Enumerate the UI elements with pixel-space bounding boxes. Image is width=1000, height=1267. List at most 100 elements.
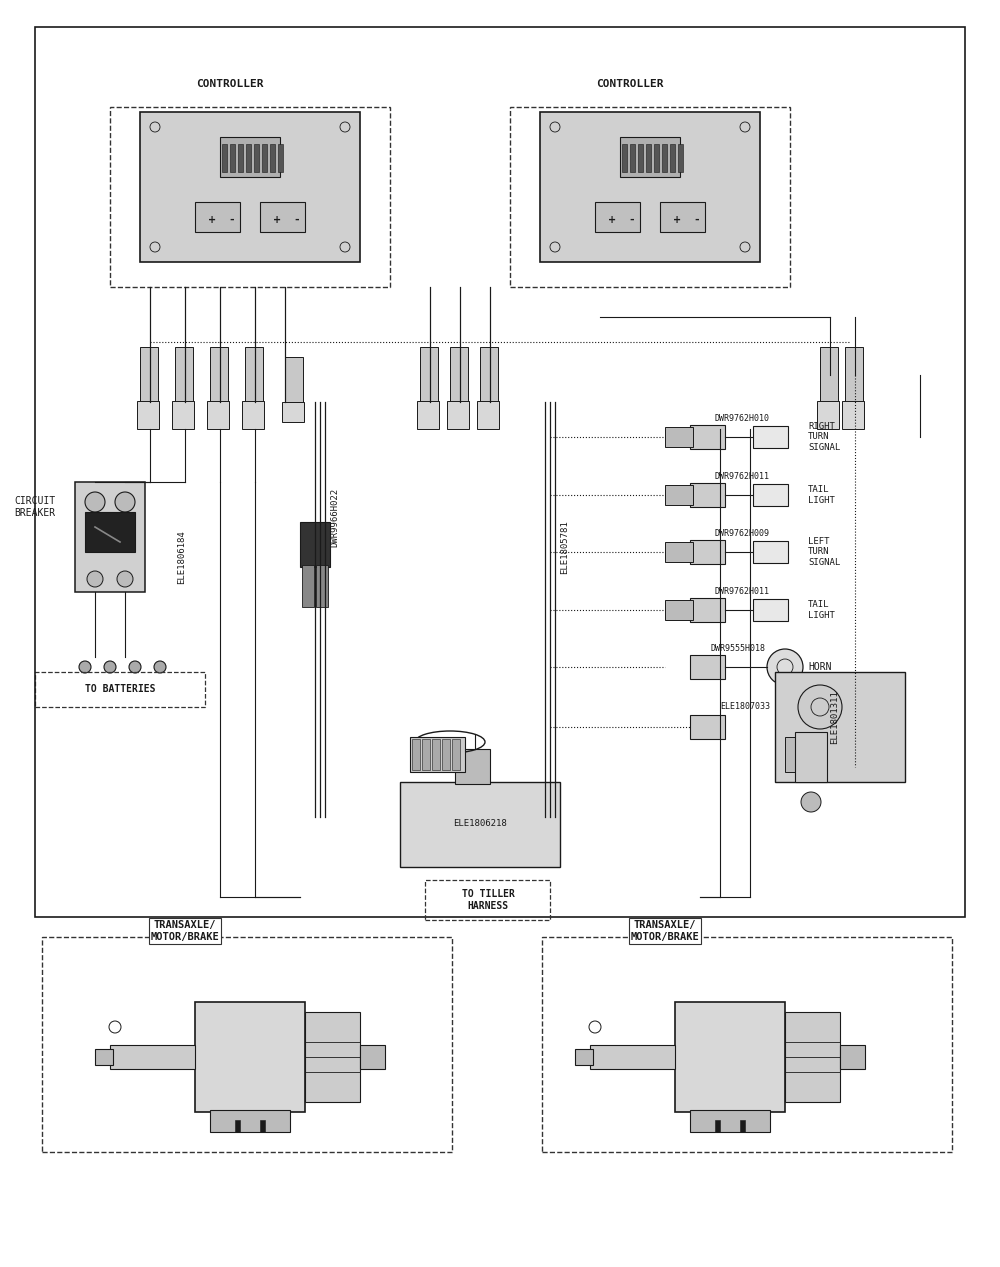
Text: LEFT
TURN
SIGNAL: LEFT TURN SIGNAL (808, 537, 840, 566)
Bar (775, 672, 905, 782)
Bar (455, 749, 490, 784)
Bar (302, 565, 314, 607)
Bar (210, 1110, 290, 1131)
Bar (690, 540, 725, 564)
Bar (220, 137, 280, 177)
Text: CIRCUIT
BREAKER: CIRCUIT BREAKER (14, 497, 56, 518)
Bar (740, 1120, 745, 1131)
Bar (285, 357, 303, 402)
Bar (690, 1110, 770, 1131)
Bar (646, 144, 651, 172)
Bar (172, 400, 194, 430)
Text: +: + (673, 215, 681, 226)
Bar (278, 144, 283, 172)
Bar (477, 400, 499, 430)
Text: ELE1806184: ELE1806184 (178, 530, 186, 584)
Bar (432, 739, 440, 770)
Circle shape (129, 661, 141, 673)
Bar (785, 1012, 840, 1102)
Text: +: + (273, 215, 281, 226)
Circle shape (154, 661, 166, 673)
Bar (675, 1002, 785, 1112)
Bar (662, 144, 667, 172)
Bar (817, 400, 839, 430)
Bar (195, 1002, 305, 1112)
Circle shape (104, 661, 116, 673)
Bar (480, 347, 498, 402)
Bar (753, 426, 788, 449)
Bar (452, 739, 460, 770)
Bar (75, 481, 145, 592)
Bar (840, 1045, 865, 1069)
Bar (690, 715, 725, 739)
Bar (254, 144, 259, 172)
Bar (210, 347, 228, 402)
Text: DWR9762H009: DWR9762H009 (714, 530, 770, 538)
Text: ELE1807033: ELE1807033 (720, 702, 770, 711)
Bar (420, 347, 438, 402)
Text: +: + (608, 215, 616, 226)
Text: TAIL
LIGHT: TAIL LIGHT (808, 485, 835, 504)
Text: DWR9966H022: DWR9966H022 (330, 488, 340, 546)
Bar (422, 739, 430, 770)
Bar (246, 144, 251, 172)
Bar (845, 347, 863, 402)
Bar (638, 144, 643, 172)
Text: DWR9762H011: DWR9762H011 (714, 587, 770, 595)
Text: TAIL
LIGHT: TAIL LIGHT (808, 601, 835, 620)
Circle shape (115, 492, 135, 512)
Text: TRANSAXLE/
MOTOR/BRAKE: TRANSAXLE/ MOTOR/BRAKE (631, 920, 699, 941)
Bar (630, 144, 635, 172)
Bar (620, 137, 680, 177)
Bar (85, 512, 135, 552)
Bar (230, 144, 235, 172)
Bar (316, 565, 328, 607)
Bar (175, 347, 193, 402)
Circle shape (767, 649, 803, 685)
Bar (417, 400, 439, 430)
Bar (690, 483, 725, 507)
Circle shape (117, 571, 133, 587)
Text: -: - (630, 215, 634, 226)
Text: DWR9762H011: DWR9762H011 (714, 473, 770, 481)
Bar (262, 144, 267, 172)
Text: TO BATTERIES: TO BATTERIES (85, 684, 155, 694)
Text: DWR9762H010: DWR9762H010 (714, 414, 770, 423)
Text: CONTROLLER: CONTROLLER (596, 79, 664, 89)
Bar (665, 601, 693, 620)
Text: RIGHT
TURN
SIGNAL: RIGHT TURN SIGNAL (808, 422, 840, 452)
Bar (260, 1120, 265, 1131)
Bar (300, 522, 330, 568)
Bar (282, 402, 304, 422)
Bar (622, 144, 627, 172)
Bar (753, 599, 788, 621)
Bar (207, 400, 229, 430)
Bar (260, 201, 305, 232)
Bar (665, 542, 693, 563)
Text: CONTROLLER: CONTROLLER (196, 79, 264, 89)
Bar (412, 739, 420, 770)
Bar (575, 1049, 593, 1066)
Bar (442, 739, 450, 770)
Text: DWR9555H018: DWR9555H018 (710, 644, 766, 653)
Circle shape (85, 492, 105, 512)
Bar (785, 737, 810, 772)
Bar (665, 427, 693, 447)
Bar (670, 144, 675, 172)
Text: TRANSAXLE/
MOTOR/BRAKE: TRANSAXLE/ MOTOR/BRAKE (151, 920, 219, 941)
Bar (540, 111, 760, 262)
Text: TO TILLER
HARNESS: TO TILLER HARNESS (462, 889, 514, 911)
Text: ELE1806218: ELE1806218 (453, 820, 507, 829)
Bar (678, 144, 683, 172)
Bar (654, 144, 659, 172)
Bar (242, 400, 264, 430)
Bar (140, 347, 158, 402)
Bar (140, 111, 360, 262)
Text: +: + (208, 215, 216, 226)
Bar (222, 144, 227, 172)
Circle shape (87, 571, 103, 587)
Bar (137, 400, 159, 430)
Text: -: - (295, 215, 299, 226)
Bar (410, 737, 465, 772)
Bar (238, 144, 243, 172)
